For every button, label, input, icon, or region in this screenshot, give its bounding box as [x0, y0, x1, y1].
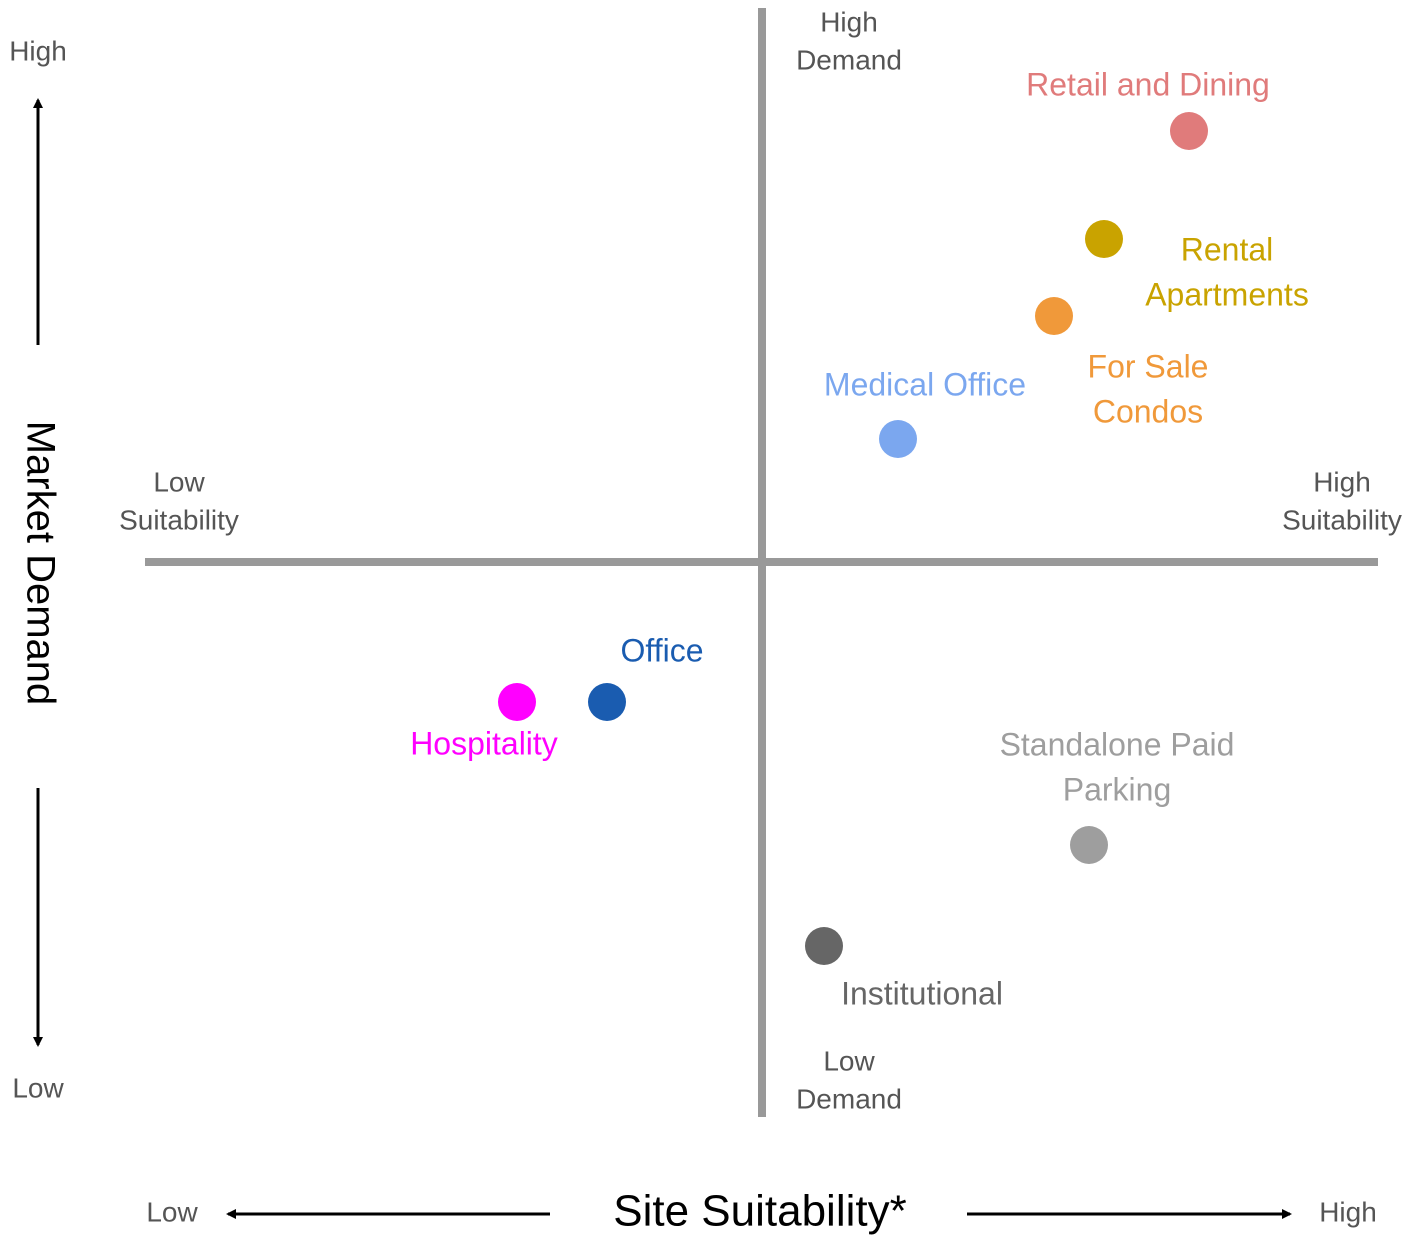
node-label: Parking — [1063, 771, 1172, 807]
node-label: Medical Office — [824, 366, 1026, 402]
node-label: Hospitality — [410, 725, 558, 761]
node-label: Office — [621, 632, 704, 668]
node-label: Apartments — [1145, 276, 1309, 312]
quadrant-label: Demand — [796, 1083, 902, 1114]
node-dot — [879, 420, 917, 458]
quadrant-label: High — [820, 6, 878, 37]
node-dot — [498, 683, 536, 721]
h-axis-title: Site Suitability* — [613, 1187, 906, 1236]
quadrant-label: Suitability — [1282, 504, 1402, 535]
node-dot — [1085, 220, 1123, 258]
quadrant-label: Demand — [796, 44, 902, 75]
quadrant-label: High — [1313, 466, 1371, 497]
node-label: Condos — [1093, 393, 1203, 429]
node-dot — [1170, 112, 1208, 150]
node-label: Rental — [1181, 231, 1274, 267]
quadrant-label: Suitability — [119, 504, 239, 535]
node-dot — [1070, 826, 1108, 864]
node-label: Institutional — [841, 975, 1003, 1011]
node-label: Standalone Paid — [1000, 726, 1235, 762]
v-axis-title: Market Demand — [18, 421, 62, 706]
node-label: For Sale — [1088, 348, 1209, 384]
node-dot — [1035, 297, 1073, 335]
quadrant-label: Low — [823, 1045, 875, 1076]
node-label: Retail and Dining — [1026, 66, 1270, 102]
v-axis-high: High — [9, 35, 67, 66]
quadrant-label: Low — [153, 466, 205, 497]
node-dot — [588, 683, 626, 721]
h-axis-high: High — [1319, 1196, 1377, 1227]
v-axis-low: Low — [12, 1072, 64, 1103]
h-axis-low: Low — [146, 1196, 198, 1227]
node-dot — [805, 927, 843, 965]
